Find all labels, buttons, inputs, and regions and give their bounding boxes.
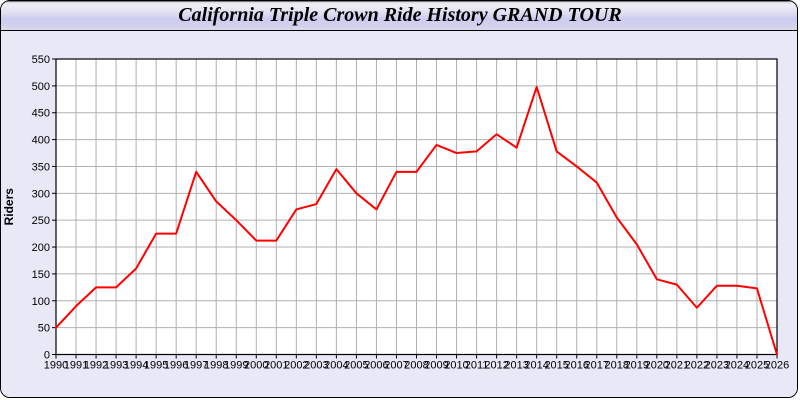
svg-text:500: 500	[32, 81, 50, 93]
svg-text:50: 50	[38, 323, 50, 335]
svg-text:Riders: Riders	[2, 188, 16, 226]
svg-text:400: 400	[32, 135, 50, 147]
svg-text:150: 150	[32, 269, 50, 281]
svg-text:200: 200	[32, 242, 50, 254]
svg-text:350: 350	[32, 161, 50, 173]
svg-text:550: 550	[32, 54, 50, 66]
svg-text:100: 100	[32, 296, 50, 308]
svg-text:300: 300	[32, 188, 50, 200]
svg-text:450: 450	[32, 108, 50, 120]
svg-text:2026: 2026	[765, 360, 789, 372]
svg-text:250: 250	[32, 215, 50, 227]
